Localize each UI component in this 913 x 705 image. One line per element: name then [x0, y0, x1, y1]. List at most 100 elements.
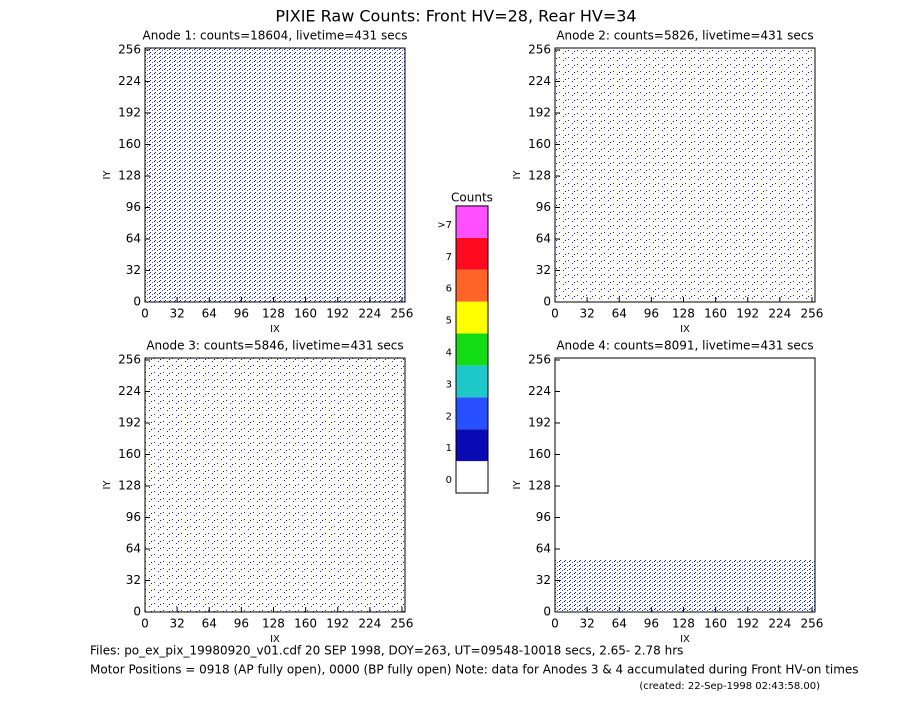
- colorbar-label: >7: [437, 220, 452, 231]
- y-tick-label: 32: [126, 263, 141, 277]
- y-axis-label: IY: [512, 170, 523, 180]
- count-image: [145, 48, 405, 302]
- x-tick-label: 96: [644, 307, 659, 321]
- x-axis-label: IX: [270, 634, 280, 645]
- x-tick-label: 32: [579, 307, 594, 321]
- x-tick-label: 192: [736, 307, 759, 321]
- y-tick-label: 256: [118, 352, 141, 366]
- colorbar-cell: [456, 237, 488, 270]
- colorbar-label: 2: [446, 411, 452, 422]
- x-tick-label: 256: [391, 617, 414, 631]
- x-tick-label: 96: [644, 617, 659, 631]
- y-tick-label: 96: [126, 510, 141, 524]
- x-axis-label: IX: [680, 634, 690, 645]
- x-tick-label: 64: [202, 307, 217, 321]
- y-tick-label: 160: [118, 137, 141, 151]
- panel-title: Anode 4: counts=8091, livetime=431 secs: [556, 339, 813, 353]
- x-tick-label: 128: [672, 307, 695, 321]
- y-tick-label: 0: [133, 295, 141, 309]
- x-axis-label: IX: [680, 324, 690, 335]
- y-tick-label: 128: [118, 478, 141, 492]
- count-image: [555, 48, 815, 302]
- x-tick-label: 160: [704, 617, 727, 631]
- y-tick-label: 96: [536, 200, 551, 214]
- y-tick-label: 32: [536, 573, 551, 587]
- footer-motor: Motor Positions = 0918 (AP fully open), …: [90, 663, 859, 677]
- y-tick-label: 64: [126, 541, 141, 555]
- y-tick-label: 96: [536, 510, 551, 524]
- x-tick-label: 96: [234, 307, 249, 321]
- figure-title: PIXIE Raw Counts: Front HV=28, Rear HV=3…: [275, 7, 636, 26]
- y-tick-label: 224: [118, 384, 141, 398]
- footer-created: (created: 22-Sep-1998 02:43:58.00): [639, 681, 820, 692]
- y-tick-label: 224: [118, 74, 141, 88]
- y-tick-label: 32: [536, 263, 551, 277]
- colorbar-label: 4: [446, 347, 452, 358]
- x-tick-label: 224: [768, 307, 791, 321]
- colorbar-label: 7: [446, 252, 452, 263]
- y-tick-label: 256: [528, 42, 551, 56]
- y-tick-label: 0: [543, 605, 551, 619]
- y-tick-label: 256: [528, 352, 551, 366]
- y-tick-label: 64: [536, 231, 551, 245]
- colorbar-label: 6: [446, 284, 452, 295]
- x-tick-label: 224: [358, 617, 381, 631]
- x-tick-label: 0: [551, 617, 559, 631]
- x-tick-label: 256: [391, 307, 414, 321]
- x-tick-label: 0: [551, 307, 559, 321]
- x-tick-label: 224: [768, 617, 791, 631]
- y-tick-label: 160: [528, 137, 551, 151]
- x-tick-label: 192: [326, 307, 349, 321]
- x-tick-label: 256: [801, 617, 824, 631]
- x-tick-label: 160: [704, 307, 727, 321]
- colorbar-frame: [455, 205, 489, 494]
- count-image: [145, 358, 405, 612]
- plot-frame: [144, 357, 406, 613]
- x-tick-label: 64: [612, 617, 627, 631]
- footer-files: Files: po_ex_pix_19980920_v01.cdf 20 SEP…: [90, 644, 683, 658]
- y-tick-label: 160: [118, 447, 141, 461]
- x-tick-label: 0: [141, 617, 149, 631]
- y-axis-label: IY: [102, 170, 113, 180]
- panel-title: Anode 1: counts=18604, livetime=431 secs: [143, 29, 408, 43]
- colorbar-title: Counts: [451, 191, 493, 205]
- y-tick-label: 32: [126, 573, 141, 587]
- y-tick-label: 224: [528, 74, 551, 88]
- colorbar-cell: [456, 333, 488, 366]
- x-tick-label: 64: [612, 307, 627, 321]
- x-tick-label: 32: [579, 617, 594, 631]
- x-tick-label: 128: [262, 617, 285, 631]
- colorbar-cell: [456, 365, 488, 398]
- colorbar-cell: [456, 461, 488, 493]
- y-tick-label: 192: [118, 105, 141, 119]
- colorbar-cell: [456, 205, 488, 238]
- y-axis-label: IY: [512, 480, 523, 490]
- y-tick-label: 128: [118, 168, 141, 182]
- y-tick-label: 128: [528, 478, 551, 492]
- x-tick-label: 160: [294, 617, 317, 631]
- x-tick-label: 32: [169, 307, 184, 321]
- panel-title: Anode 3: counts=5846, livetime=431 secs: [146, 339, 403, 353]
- x-tick-label: 160: [294, 307, 317, 321]
- y-tick-label: 64: [536, 541, 551, 555]
- x-tick-label: 192: [736, 617, 759, 631]
- y-tick-label: 128: [528, 168, 551, 182]
- x-tick-label: 224: [358, 307, 381, 321]
- x-tick-label: 32: [169, 617, 184, 631]
- y-axis-label: IY: [102, 480, 113, 490]
- y-tick-label: 256: [118, 42, 141, 56]
- y-tick-label: 192: [528, 105, 551, 119]
- colorbar-label: 1: [446, 443, 452, 454]
- colorbar-cell: [456, 301, 488, 334]
- y-tick-label: 224: [528, 384, 551, 398]
- colorbar-cell: [456, 397, 488, 430]
- colorbar-label: 0: [446, 475, 452, 486]
- count-image: [555, 560, 815, 612]
- y-tick-label: 0: [543, 295, 551, 309]
- x-tick-label: 128: [262, 307, 285, 321]
- colorbar-cell: [456, 429, 488, 462]
- y-tick-label: 160: [528, 447, 551, 461]
- panel-title: Anode 2: counts=5826, livetime=431 secs: [556, 29, 813, 43]
- x-tick-label: 96: [234, 617, 249, 631]
